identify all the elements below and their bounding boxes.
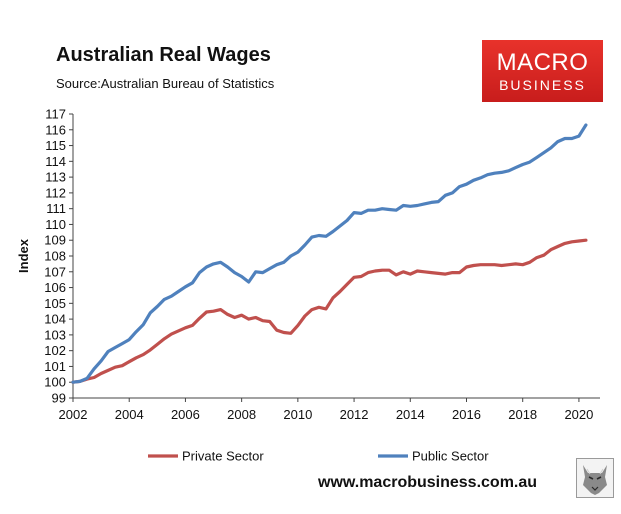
y-tick-label: 101: [44, 359, 66, 374]
logo-line-business: BUSINESS: [499, 77, 586, 93]
logo-line-macro: MACRO: [496, 49, 589, 76]
y-tick-label: 111: [46, 201, 66, 216]
x-tick-label: 2002: [59, 407, 88, 422]
x-tick-label: 2006: [171, 407, 200, 422]
legend-label-public-sector: Public Sector: [412, 449, 489, 464]
y-tick-label: 103: [44, 327, 66, 342]
y-axis-label: Index: [16, 238, 31, 273]
y-tick-label: 106: [44, 280, 66, 295]
y-tick-label: 117: [45, 107, 66, 122]
macrobusiness-logo: MACRO BUSINESS: [482, 40, 603, 102]
series-line-private-sector: [71, 238, 588, 384]
chart-legend: Private Sector Public Sector: [148, 449, 489, 464]
x-tick-label: 2004: [115, 407, 144, 422]
x-tick-label: 2008: [227, 407, 256, 422]
y-tick-label: 113: [45, 170, 66, 185]
chart-title: Australian Real Wages: [56, 44, 271, 66]
y-tick-label: 112: [45, 185, 66, 200]
chart-subtitle: Source:Australian Bureau of Statistics: [56, 76, 275, 91]
y-tick-label: 116: [45, 122, 66, 137]
y-tick-label: 109: [44, 233, 66, 248]
y-tick-label: 115: [45, 138, 66, 153]
y-tick-label: 114: [45, 154, 66, 169]
y-tick-label: 104: [44, 312, 66, 327]
series-line-public-sector: [71, 123, 588, 384]
wolf-logo-icon: [576, 458, 614, 498]
x-tick-label: 2012: [340, 407, 369, 422]
y-tick-label: 107: [44, 264, 66, 279]
legend-label-private-sector: Private Sector: [182, 449, 264, 464]
x-tick-label: 2016: [452, 407, 481, 422]
y-tick-label: 99: [52, 391, 66, 406]
x-tick-label: 2014: [396, 407, 425, 422]
y-tick-label: 100: [44, 375, 66, 390]
y-tick-label: 108: [44, 249, 66, 264]
chart-axes: 9910010110210310410510610710810911011111…: [16, 107, 600, 422]
y-tick-label: 105: [44, 296, 66, 311]
website-url: www.macrobusiness.com.au: [318, 474, 538, 491]
x-tick-label: 2010: [283, 407, 312, 422]
y-tick-label: 110: [45, 217, 66, 232]
x-tick-label: 2020: [564, 407, 593, 422]
x-tick-label: 2018: [508, 407, 537, 422]
y-tick-label: 102: [44, 343, 66, 358]
series-layer: [71, 123, 588, 384]
